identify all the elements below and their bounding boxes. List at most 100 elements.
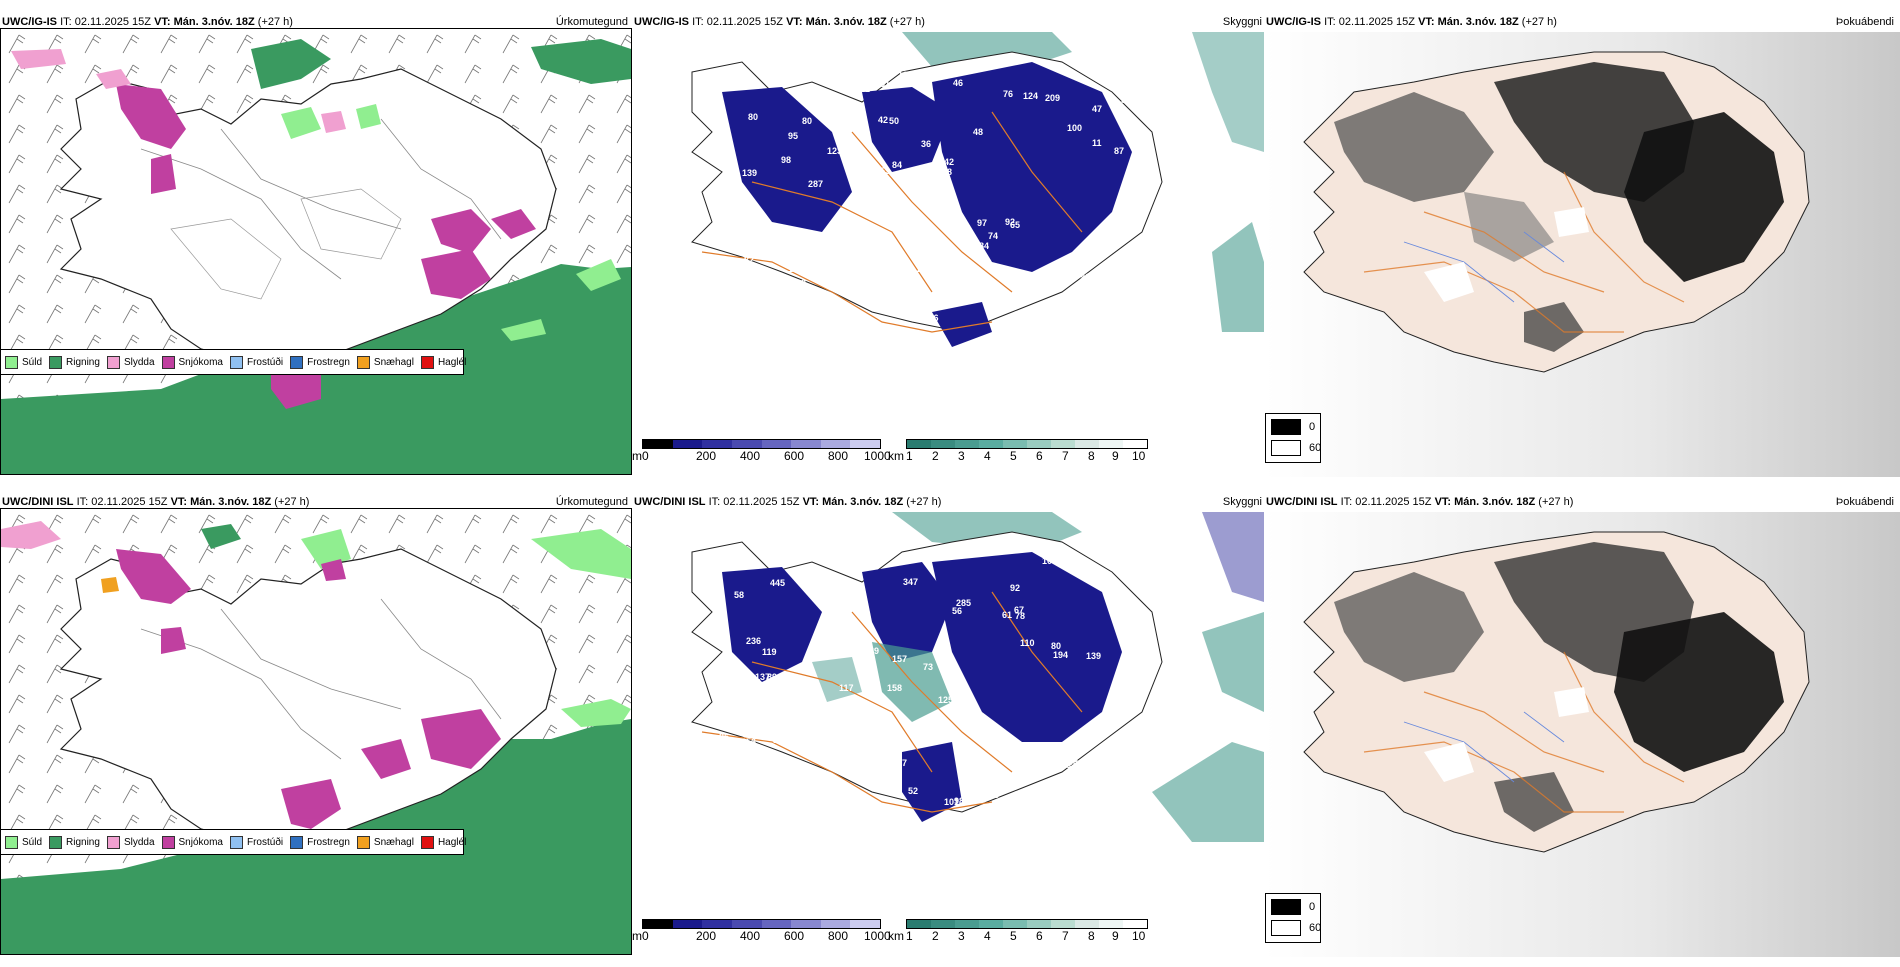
panel-title: Þokuábendi xyxy=(1835,496,1894,508)
panel-header: UWC/IG-IS IT: 02.11.2025 15Z VT: Mán. 3.… xyxy=(634,16,925,28)
cloud-base-label: 157 xyxy=(892,654,907,664)
cloud-tick: 200 xyxy=(696,929,717,943)
lead-time: (+27 h) xyxy=(257,16,293,28)
cloud-base-label: 194 xyxy=(1105,557,1120,567)
vt-label: VT: xyxy=(154,16,171,28)
cloud-base-label: 70 xyxy=(749,785,759,795)
cloud-base-label: 187 xyxy=(773,735,788,745)
cloud-base-label: 67 xyxy=(1014,605,1024,615)
cloud-base-label: 80 xyxy=(748,112,758,122)
cloud-base-label: 213 xyxy=(762,316,777,326)
cloud-base-label: 209 xyxy=(1045,93,1060,103)
cloud-base-label: 287 xyxy=(808,179,823,189)
legend-item-haglél: Haglél xyxy=(420,835,466,849)
model-name: UWC/DINI ISL xyxy=(2,496,74,508)
cloud-base-label: 98 xyxy=(781,155,791,165)
cloud-base-label: 73 xyxy=(923,662,933,672)
cloud-base-label: 54 xyxy=(736,688,746,698)
fog-white-swatch xyxy=(1271,920,1301,936)
legend-label: Haglél xyxy=(437,356,467,368)
cloud-tick: 0 xyxy=(642,929,649,943)
cloud-base-label: 445 xyxy=(770,578,785,588)
cloud-base-label: 48 xyxy=(973,127,983,137)
cloud-base-label: 51 xyxy=(756,250,766,260)
it-value: 02.11.2025 15Z xyxy=(91,496,168,508)
legend-swatch xyxy=(229,355,243,369)
legend-swatch xyxy=(420,835,434,849)
legend-item-frostregn: Frostregn xyxy=(290,835,350,849)
cloud-base-label: 53 xyxy=(1121,95,1131,105)
panel-title: Skyggni xyxy=(1222,496,1262,508)
cloud-base-label: 73 xyxy=(803,296,813,306)
cloud-visibility-panel-bottom: UWC/DINI ISL IT: 02.11.2025 15Z VT: Mán.… xyxy=(632,492,1264,967)
fog-black-label: 0 xyxy=(1309,421,1316,433)
legend-swatch xyxy=(5,355,18,369)
cloud-base-label: 53 xyxy=(880,166,890,176)
it-label: IT: xyxy=(60,16,72,28)
cloud-base-label: 82 xyxy=(744,255,754,265)
cloud-map-svg: 9313947574852423651595812350426580611239… xyxy=(632,32,1264,477)
legend-swatch xyxy=(161,355,175,369)
cloud-base-label: 201 xyxy=(725,312,740,322)
cloud-base-label: 110 xyxy=(1020,638,1035,648)
cloud-tick: 0 xyxy=(642,449,649,463)
legend-label: Slydda xyxy=(123,356,155,368)
cloud-tick: 600 xyxy=(784,449,805,463)
cloud-base-label: 91 xyxy=(1080,272,1090,282)
legend-item-súld: Súld xyxy=(5,835,42,849)
cloud-base-label: 42 xyxy=(878,115,888,125)
precip-map xyxy=(0,508,632,955)
cloud-base-label: 76 xyxy=(1003,89,1013,99)
legend-label: Rigning xyxy=(66,836,100,848)
legend-item-slydda: Slydda xyxy=(106,835,155,849)
cloud-base-label: 84 xyxy=(979,241,989,251)
fog-map xyxy=(1264,512,1900,957)
cloud-base-colorbar: m 0 200 400 600 800 1000 xyxy=(632,919,891,943)
cloud-base-label: 48 xyxy=(875,266,885,276)
cloud-base-label: 420 xyxy=(752,774,767,784)
vt-value: Mán. 3.nóv. 18Z xyxy=(822,496,904,508)
cloud-tick: 400 xyxy=(740,929,761,943)
cloud-tick: 800 xyxy=(828,449,849,463)
cloud-base-label: 47 xyxy=(1092,104,1102,114)
lead-time: (+27 h) xyxy=(1538,496,1574,508)
it-value: 02.11.2025 15Z xyxy=(706,16,783,28)
fog-map xyxy=(1264,32,1900,477)
cloud-base-label: 36 xyxy=(921,139,931,149)
vis-tick: 10 xyxy=(1132,449,1146,463)
cloud-base-colorbar: m 0 200 400 600 800 1000 xyxy=(632,439,891,463)
cloud-base-label: 102 xyxy=(729,304,744,314)
fog-legend-bottom: 0 60 xyxy=(1265,893,1321,943)
cloud-base-label: 89 xyxy=(767,672,777,682)
legend-item-slydda: Slydda xyxy=(106,355,155,369)
cloud-base-label: 85 xyxy=(1052,299,1062,309)
cloud-base-label: 68 xyxy=(968,274,978,284)
model-name: UWC/IG-IS xyxy=(2,16,57,28)
cloud-tick: 800 xyxy=(828,929,849,943)
fog-white-label: 60 xyxy=(1309,922,1322,934)
vis-tick: 4 xyxy=(984,929,991,943)
fog-black-label: 0 xyxy=(1309,901,1316,913)
it-value: 02.11.2025 15Z xyxy=(74,16,151,28)
cloud-base-label: 137 xyxy=(755,672,770,682)
it-label: IT: xyxy=(1340,496,1353,508)
lead-time: (+27 h) xyxy=(889,16,925,28)
cloud-base-label: 88 xyxy=(1128,730,1138,740)
vis-tick: 10 xyxy=(1132,929,1146,943)
cloud-base-label: 61 xyxy=(880,79,890,89)
vis-tick: 9 xyxy=(1112,449,1119,463)
cloud-base-label: 113 xyxy=(801,720,816,730)
it-value: 02.11.2025 15Z xyxy=(1338,16,1415,28)
fog-black-swatch xyxy=(1271,419,1301,435)
cloud-base-label: 123 xyxy=(791,278,806,288)
legend-label: Snæhagl xyxy=(373,356,414,368)
cloud-base-label: 58 xyxy=(734,590,744,600)
legend-swatch xyxy=(420,355,434,369)
model-name: UWC/DINI ISL xyxy=(1266,496,1338,508)
panel-header: UWC/IG-IS IT: 02.11.2025 15Z VT: Mán. 3.… xyxy=(1266,16,1557,28)
legend-item-snæhagl: Snæhagl xyxy=(356,835,414,849)
cloud-base-label: 61 xyxy=(1002,610,1012,620)
cloud-base-label: 87 xyxy=(1114,146,1124,156)
legend-swatch xyxy=(356,355,370,369)
vis-tick: 5 xyxy=(1010,929,1017,943)
